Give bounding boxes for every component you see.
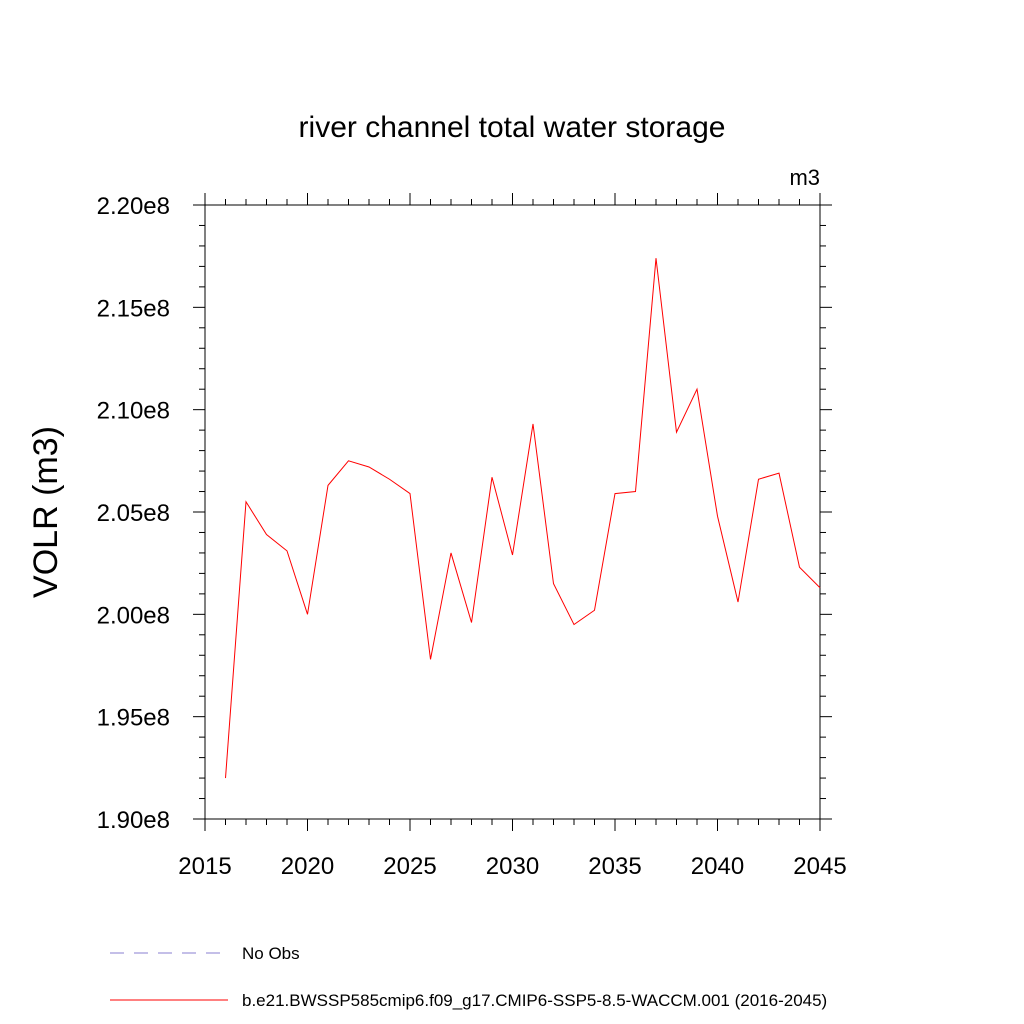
- x-tick-label: 2035: [588, 853, 641, 880]
- y-tick-label: 2.00e8: [97, 602, 170, 629]
- x-tick-label: 2040: [691, 853, 744, 880]
- legend-label-no-obs: No Obs: [242, 944, 300, 963]
- y-tick-label: 2.20e8: [97, 193, 170, 220]
- y-tick-label: 2.10e8: [97, 398, 170, 425]
- x-tick-label: 2045: [793, 853, 846, 880]
- axis-tick-labels: 2015 2020 2025 2030 2035 2040 2045 1.90e8 1.95e8…: [97, 193, 847, 880]
- y-tick-label: 2.15e8: [97, 295, 170, 322]
- chart-title: river channel total water storage: [299, 111, 726, 144]
- series-lines: [225, 258, 821, 779]
- plot-frame: [204, 204, 821, 820]
- axis-ticks: [193, 193, 832, 831]
- x-tick-label: 2015: [178, 853, 231, 880]
- x-tick-label: 2020: [281, 853, 334, 880]
- y-tick-label: 1.95e8: [97, 705, 170, 732]
- y-tick-label: 1.90e8: [97, 807, 170, 834]
- legend: No Obs b.e21.BWSSP585cmip6.f09_g17.CMIP6…: [110, 944, 827, 1010]
- units-label: m3: [789, 165, 820, 190]
- y-tick-label: 2.05e8: [97, 500, 170, 527]
- y-axis-label: VOLR (m3): [27, 426, 65, 598]
- series-line-1: [225, 258, 821, 779]
- legend-label-model-run: b.e21.BWSSP585cmip6.f09_g17.CMIP6-SSP5-8…: [242, 991, 827, 1010]
- x-tick-label: 2025: [383, 853, 436, 880]
- x-tick-label: 2030: [486, 853, 539, 880]
